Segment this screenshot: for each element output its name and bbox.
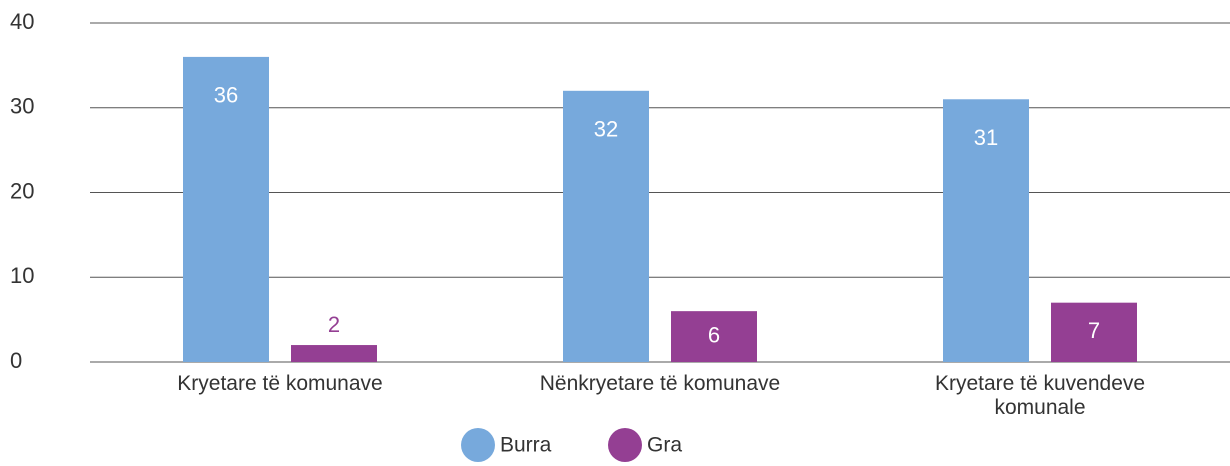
y-tick-label: 0 xyxy=(10,348,22,373)
bar xyxy=(183,56,269,363)
data-label: 32 xyxy=(594,117,618,142)
data-label: 6 xyxy=(708,322,720,347)
x-tick-label: Kryetare të kuvendeve komunale xyxy=(934,372,1146,419)
y-tick-label: 10 xyxy=(10,263,34,288)
legend-marker xyxy=(461,428,495,462)
data-label: 7 xyxy=(1088,318,1100,343)
y-tick-label: 40 xyxy=(10,9,34,34)
data-label: 2 xyxy=(328,312,340,337)
data-label: 36 xyxy=(214,83,238,108)
bar xyxy=(1051,302,1137,362)
legend-marker xyxy=(608,428,642,462)
legend-label: Gra xyxy=(647,434,682,457)
bar xyxy=(291,345,377,362)
bar xyxy=(671,311,757,362)
bar xyxy=(563,90,649,363)
bar xyxy=(943,99,1029,363)
y-tick-label: 30 xyxy=(10,94,34,119)
x-tick-label: Nënkryetare të komunave xyxy=(539,372,781,395)
x-tick-label: Kryetare të komunave xyxy=(177,372,383,395)
data-label: 31 xyxy=(974,125,998,150)
legend-label: Burra xyxy=(500,434,552,457)
y-tick-label: 20 xyxy=(10,178,34,203)
